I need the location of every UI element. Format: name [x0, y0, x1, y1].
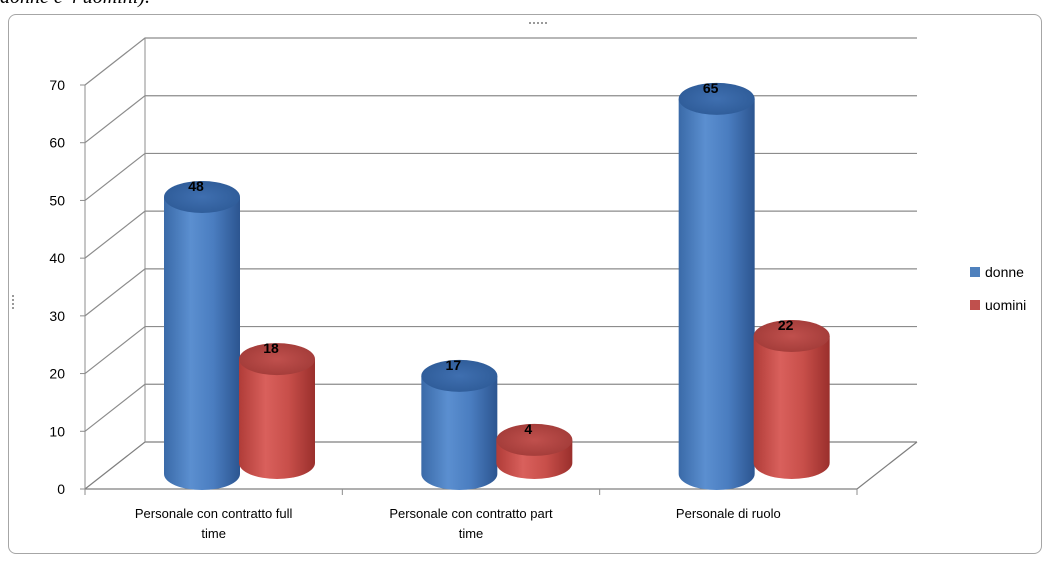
bar-donne — [164, 180, 240, 490]
gridline — [84, 95, 917, 144]
legend-swatch — [970, 300, 980, 310]
data-label: 22 — [778, 317, 794, 333]
legend-item-donne: donne — [970, 264, 1024, 280]
resize-handle-left[interactable] — [12, 295, 17, 309]
bar-uomini — [496, 423, 573, 479]
resize-handle-top[interactable] — [529, 22, 547, 28]
x-tick-label: Personale con contratto full time — [135, 506, 293, 541]
legend-swatch — [970, 267, 980, 277]
bar-donne — [678, 82, 755, 490]
document-text-fragment: donne e 4 uomini). — [0, 0, 420, 8]
legend-item-uomini: uomini — [970, 297, 1026, 313]
data-label: 4 — [524, 421, 532, 437]
y-tick-label: 50 — [49, 192, 65, 208]
bar-donne — [421, 359, 498, 490]
legend-label: uomini — [985, 297, 1026, 313]
x-tick-label: Personale di ruolo — [676, 506, 781, 521]
x-tick-label: Personale con contratto part time — [389, 506, 553, 541]
bar-uomini — [753, 320, 830, 479]
gridline — [84, 37, 917, 86]
y-tick-label: 70 — [49, 77, 65, 93]
y-tick-label: 40 — [49, 250, 65, 266]
data-label: 65 — [703, 80, 719, 96]
y-tick-label: 10 — [49, 423, 65, 439]
y-tick-label: 20 — [49, 366, 65, 382]
legend-label: donne — [985, 264, 1024, 280]
y-tick-label: 30 — [49, 308, 65, 324]
bar-uomini — [239, 343, 315, 479]
data-label: 17 — [446, 357, 462, 373]
y-tick-label: 60 — [49, 135, 65, 151]
y-tick-label: 0 — [57, 481, 65, 497]
data-label: 48 — [188, 178, 204, 194]
data-label: 18 — [263, 340, 279, 356]
